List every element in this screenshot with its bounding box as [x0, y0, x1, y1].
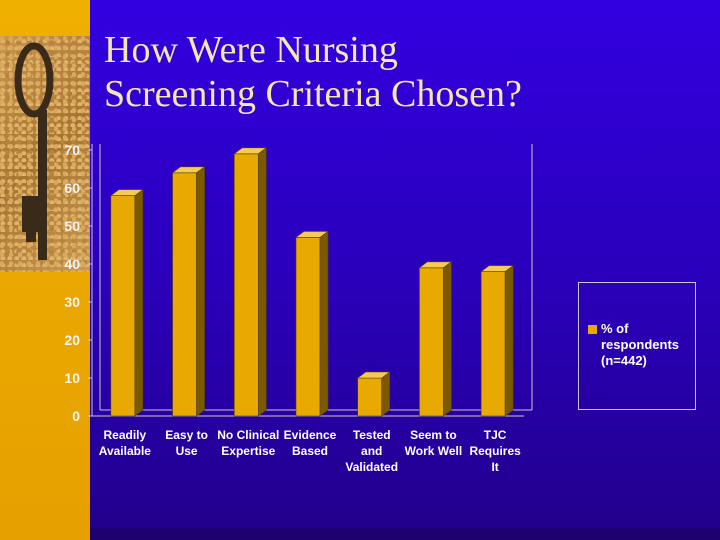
- x-category-label: Use: [176, 444, 198, 458]
- legend-box: [578, 282, 696, 410]
- y-tick-label: 50: [64, 218, 80, 234]
- x-category-label: Expertise: [221, 444, 275, 458]
- bar: [172, 172, 197, 417]
- slide-title-line-1: How Were Nursing: [104, 29, 398, 71]
- bar-side: [443, 261, 452, 417]
- bar-side: [319, 230, 329, 417]
- bar-top: [356, 371, 391, 379]
- y-tick-label: 20: [64, 332, 80, 348]
- y-tick-label: 10: [64, 370, 80, 386]
- x-category-label: Work Well: [405, 444, 463, 458]
- bar-top: [295, 231, 329, 238]
- x-category-label: TJC: [484, 428, 507, 442]
- slide-title: How Were Nursing Screening Criteria Chos…: [104, 28, 522, 116]
- slide-panel-bottom: [90, 528, 720, 540]
- x-category-label: Evidence: [284, 428, 337, 442]
- legend-swatch: [588, 325, 597, 334]
- x-category-label: No Clinical: [217, 428, 279, 442]
- y-tick-label: 40: [64, 256, 80, 272]
- x-category-label: Validated: [345, 460, 398, 474]
- x-category-label: Based: [292, 444, 328, 458]
- bar-top: [233, 147, 268, 155]
- x-category-label: Seem to: [410, 428, 457, 442]
- bar-top: [109, 189, 144, 196]
- x-category-label: Readily: [104, 428, 147, 442]
- bar-side: [381, 371, 391, 417]
- old-key-photo-icon: [0, 36, 92, 272]
- bar-side: [257, 147, 267, 417]
- bar-top: [480, 265, 515, 272]
- bar: [419, 267, 444, 417]
- bar-top: [418, 261, 453, 269]
- bar: [357, 377, 383, 417]
- bar: [480, 271, 506, 417]
- x-category-label: and: [361, 444, 382, 458]
- y-tick-label: 70: [64, 142, 80, 158]
- legend-label: % of respondents (n=442): [601, 321, 680, 368]
- bar-side: [196, 166, 205, 417]
- x-category-label: Available: [99, 444, 152, 458]
- bar: [295, 237, 321, 417]
- y-tick-label: 0: [72, 408, 80, 424]
- y-tick-label: 60: [64, 180, 80, 196]
- slide-title-line-2: Screening Criteria Chosen?: [104, 73, 522, 115]
- x-category-label: Requires: [469, 444, 521, 458]
- bar-side: [134, 189, 144, 417]
- x-category-label: It: [491, 460, 498, 474]
- bar: [233, 153, 259, 417]
- bar-top: [171, 166, 206, 174]
- y-tick-label: 30: [64, 294, 80, 310]
- x-category-label: Easy to: [165, 428, 208, 442]
- bar-side: [504, 265, 514, 417]
- x-category-label: Tested: [353, 428, 391, 442]
- bar: [110, 195, 136, 417]
